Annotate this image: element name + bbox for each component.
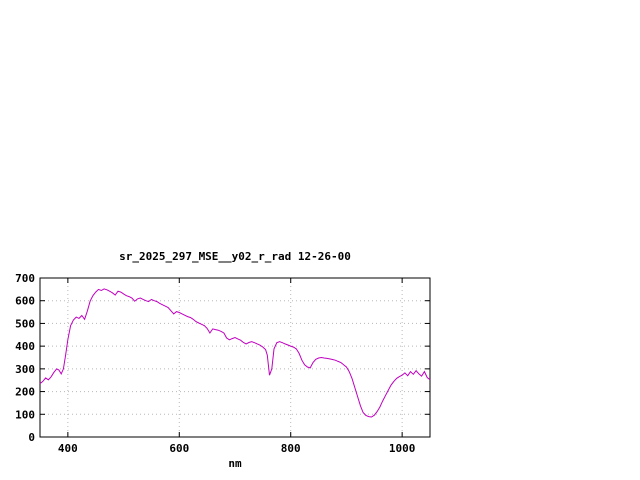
y-tick-label: 200: [15, 386, 35, 399]
x-tick-label: 1000: [389, 442, 416, 455]
y-tick-label: 0: [28, 431, 35, 444]
y-tick-label: 100: [15, 408, 35, 421]
x-tick-label: 600: [169, 442, 189, 455]
y-tick-label: 700: [15, 272, 35, 285]
chart-title: sr_2025_297_MSE__y02_r_rad 12-26-00: [119, 250, 351, 263]
plot-border: [39, 277, 431, 438]
x-axis-label: nm: [228, 457, 242, 470]
data-line: [39, 288, 431, 418]
x-tick-label: 800: [281, 442, 301, 455]
y-tick-label: 400: [15, 340, 35, 353]
y-tick-label: 500: [15, 317, 35, 330]
y-tick-label: 300: [15, 363, 35, 376]
y-tick-label: 600: [15, 295, 35, 308]
x-tick-label: 400: [58, 442, 78, 455]
